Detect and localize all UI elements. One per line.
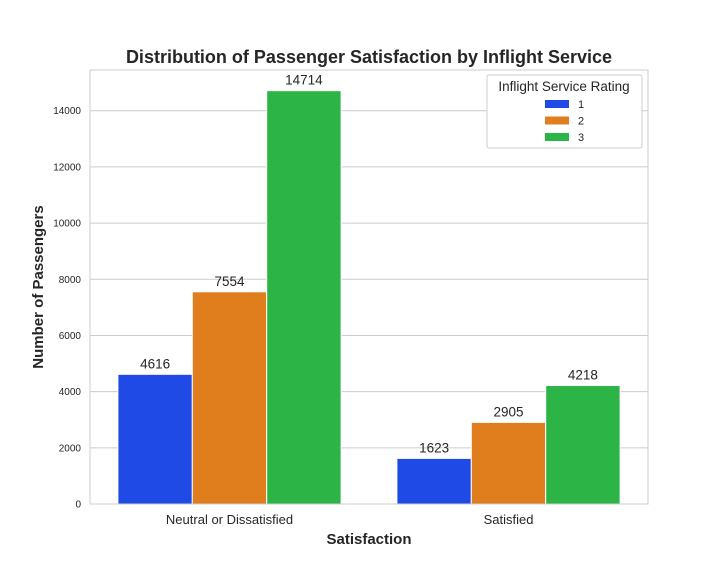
y-tick-label: 6000 xyxy=(59,331,82,342)
bar xyxy=(191,291,268,505)
bar-value-label: 2905 xyxy=(493,404,523,419)
bar xyxy=(117,373,193,505)
legend-box xyxy=(486,74,643,149)
legend-swatch xyxy=(545,100,569,108)
bar-value-label: 4218 xyxy=(568,368,598,383)
x-axis-label: Satisfaction xyxy=(326,531,411,548)
bar-value-label: 4616 xyxy=(140,356,170,371)
x-tick-labels: Neutral or Dissatisfied Satisfied xyxy=(166,512,534,527)
bar xyxy=(545,385,621,505)
y-tick-labels: 0 2000 4000 6000 8000 10000 12000 14000 xyxy=(53,106,81,510)
legend-entry-label: 3 xyxy=(578,132,584,144)
x-tick-label: Satisfied xyxy=(484,512,534,527)
bars xyxy=(117,90,621,505)
x-tick-label: Neutral or Dissatisfied xyxy=(166,512,293,527)
y-tick-label: 14000 xyxy=(53,106,81,117)
y-tick-label: 2000 xyxy=(59,443,82,454)
y-tick-label: 4000 xyxy=(59,387,82,398)
legend-entries: 1 2 3 xyxy=(545,99,584,144)
y-axis-label: Number of Passengers xyxy=(30,205,47,368)
legend-swatch xyxy=(545,133,569,141)
bar-value-label: 1623 xyxy=(419,440,449,455)
bar xyxy=(470,421,547,505)
legend-entry-label: 2 xyxy=(578,116,584,128)
bar-value-labels: 4616 7554 14714 1623 2905 4218 xyxy=(140,73,598,456)
y-tick-label: 12000 xyxy=(53,162,81,173)
chart-title: Distribution of Passenger Satisfaction b… xyxy=(126,47,612,67)
y-tick-label: 8000 xyxy=(59,275,82,286)
bar xyxy=(396,457,472,505)
legend-title: Inflight Service Rating xyxy=(498,79,629,94)
legend-swatch xyxy=(545,116,569,125)
bar xyxy=(266,90,342,505)
y-tick-label: 10000 xyxy=(53,219,81,230)
y-tick-label: 0 xyxy=(75,500,81,511)
legend: Inflight Service Rating 1 2 3 xyxy=(486,74,643,149)
plot-frame xyxy=(89,69,649,505)
bar-value-label: 7554 xyxy=(214,274,245,289)
bar-value-label: 14714 xyxy=(285,73,323,88)
legend-entry-label: 1 xyxy=(578,99,584,111)
